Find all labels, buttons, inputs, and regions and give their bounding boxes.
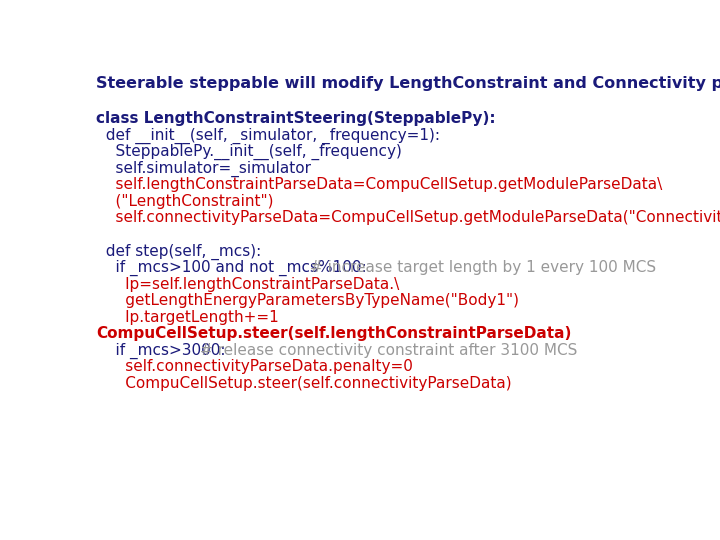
Text: self.connectivityParseData.penalty=0: self.connectivityParseData.penalty=0 [96, 359, 413, 374]
Text: if _mcs>3000:: if _mcs>3000: [96, 343, 230, 359]
Text: if _mcs>100 and not _mcs%100:: if _mcs>100 and not _mcs%100: [96, 260, 372, 276]
Text: self.connectivityParseData=CompuCellSetup.getModuleParseData("Connectivity"): self.connectivityParseData=CompuCellSetu… [96, 210, 720, 225]
Text: lp=self.lengthConstraintParseData.\: lp=self.lengthConstraintParseData.\ [96, 276, 400, 292]
Text: Steerable steppable will modify LengthConstraint and Connectivity plugins data:: Steerable steppable will modify LengthCo… [96, 76, 720, 91]
Text: SteppablePy.__init__(self, _frequency): SteppablePy.__init__(self, _frequency) [96, 144, 402, 160]
Text: CompuCellSetup.steer(self.lengthConstraintParseData): CompuCellSetup.steer(self.lengthConstrai… [96, 326, 572, 341]
Text: self.lengthConstraintParseData=CompuCellSetup.getModuleParseData\: self.lengthConstraintParseData=CompuCell… [96, 177, 662, 192]
Text: ("LengthConstraint"): ("LengthConstraint") [96, 194, 274, 209]
Text: def step(self, _mcs):: def step(self, _mcs): [96, 244, 261, 260]
Text: # release connectivity constraint after 3100 MCS: # release connectivity constraint after … [200, 343, 577, 358]
Text: CompuCellSetup.steer(self.connectivityParseData): CompuCellSetup.steer(self.connectivityPa… [96, 376, 512, 391]
Text: class LengthConstraintSteering(SteppablePy):: class LengthConstraintSteering(Steppable… [96, 111, 496, 126]
Text: getLengthEnergyParametersByTypeName("Body1"): getLengthEnergyParametersByTypeName("Bod… [96, 293, 519, 308]
Text: lp.targetLength+=1: lp.targetLength+=1 [96, 309, 279, 325]
Text: # increase target length by 1 every 100 MCS: # increase target length by 1 every 100 … [310, 260, 656, 275]
Text: def __init__(self, _simulator, _frequency=1):: def __init__(self, _simulator, _frequenc… [96, 127, 440, 144]
Text: self.simulator=_simulator: self.simulator=_simulator [96, 161, 311, 177]
